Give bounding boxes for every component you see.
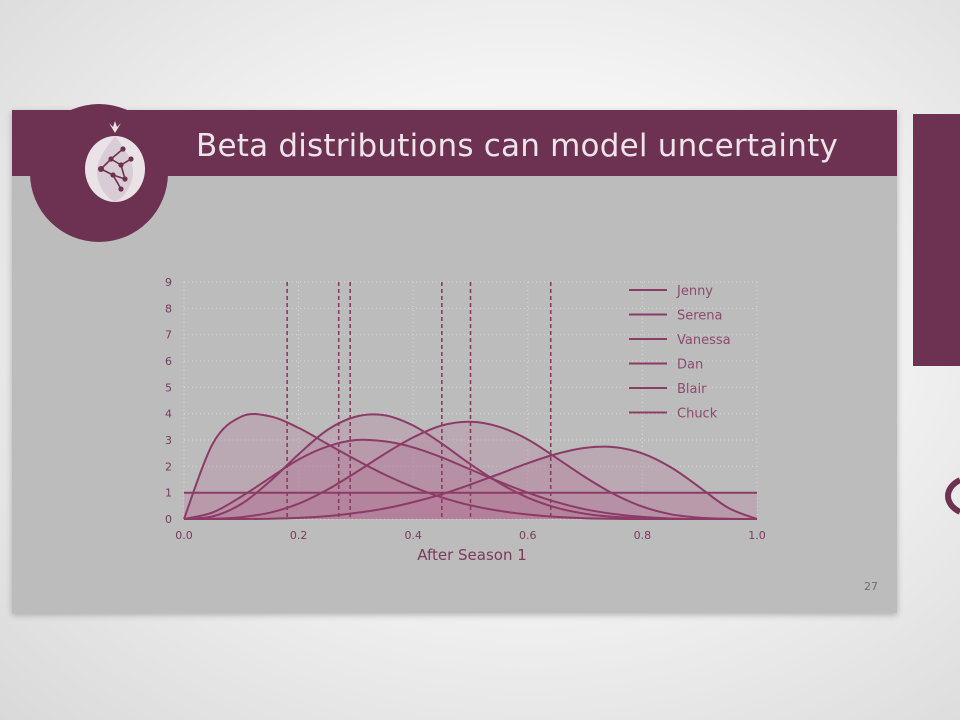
series-line-dan [183,420,758,520]
y-tick-label: 9 [165,276,172,289]
y-tick-label: 0 [165,513,172,526]
x-axis-label: After Season 1 [417,546,527,564]
y-tick-label: 4 [165,408,172,421]
legend-label-blair: Blair [677,382,707,397]
pomegranate-logo-icon [85,121,145,202]
series-line-vanessa [183,413,757,520]
legend-label-vanessa: Vanessa [677,333,731,348]
logo-badge [30,104,168,242]
x-tick-label: 0.8 [634,529,652,542]
x-tick-label: 0.4 [404,529,422,542]
y-tick-label: 7 [165,329,172,342]
series-line-chuck [184,445,758,520]
chart-tick-labels: 0 1 2 3 4 5 6 7 8 9 0.0 0.2 0.4 0.6 0.8 1.0 [165,276,766,542]
y-tick-label: 2 [165,460,172,473]
x-tick-label: 0.6 [519,529,537,542]
slide: Beta distributions can model uncertainty [12,104,897,613]
series-area-chuck [184,446,757,519]
x-tick-label: 0.2 [290,529,308,542]
beta-distribution-chart: 0 1 2 3 4 5 6 7 8 9 0.0 0.2 0.4 0.6 0.8 1.0 After Seaso… [165,276,766,564]
legend-label-serena: Serena [677,309,723,324]
x-tick-label: 1.0 [748,529,766,542]
next-slide-logo-edge-icon [944,477,960,515]
next-slide-preview [913,114,960,366]
page-number: 27 [864,580,878,593]
y-tick-label: 6 [165,355,172,368]
legend-label-jenny: Jenny [676,284,713,299]
x-tick-label: 0.0 [175,529,193,542]
y-tick-label: 5 [165,381,172,394]
chart-legend: Jenny Serena Vanessa Dan Blair Chuck [629,284,731,422]
chart-series-lines [183,412,758,521]
slide-title: Beta distributions can model uncertainty [195,128,838,164]
chart-mean-lines [286,282,552,519]
y-tick-label: 8 [165,302,172,315]
legend-label-chuck: Chuck [677,407,718,422]
y-tick-label: 1 [165,487,172,500]
legend-label-dan: Dan [677,358,703,373]
y-tick-label: 3 [165,434,172,447]
